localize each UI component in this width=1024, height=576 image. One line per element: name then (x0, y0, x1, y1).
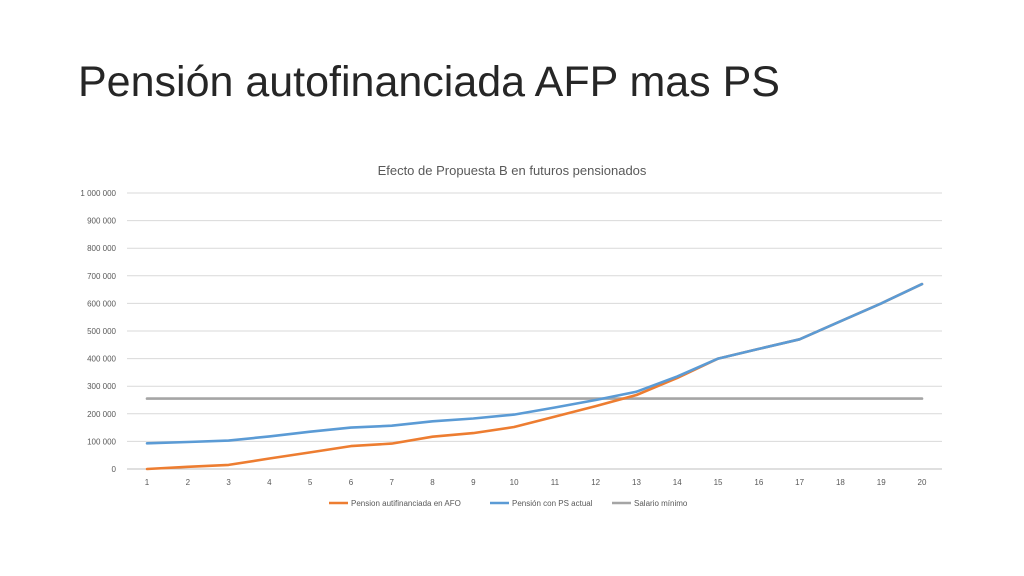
legend-label: Pension autifinanciada en AFO (351, 499, 461, 508)
x-tick-label: 1 (145, 478, 150, 487)
x-tick-label: 2 (186, 478, 191, 487)
chart-title: Efecto de Propuesta B en futuros pension… (378, 163, 647, 178)
x-tick-label: 10 (510, 478, 519, 487)
x-tick-label: 7 (390, 478, 395, 487)
legend: Pension autifinanciada en AFO Pensión con… (329, 499, 688, 508)
x-tick-label: 12 (591, 478, 600, 487)
y-tick-label: 900 000 (87, 217, 116, 226)
x-tick-label: 20 (918, 478, 927, 487)
slide-title: Pensión autofinanciada AFP mas PS (78, 58, 780, 106)
x-axis-ticks: 1 2 3 4 5 6 7 8 9 10 11 12 13 14 15 16 17 18 19 20 (145, 478, 927, 487)
legend-label: Salario mínimo (634, 499, 688, 508)
x-tick-label: 11 (551, 478, 560, 487)
x-tick-label: 14 (673, 478, 682, 487)
x-tick-label: 19 (877, 478, 886, 487)
y-tick-label: 100 000 (87, 437, 116, 446)
x-tick-label: 15 (714, 478, 723, 487)
x-tick-label: 18 (836, 478, 845, 487)
y-tick-label: 0 (112, 465, 117, 474)
y-tick-label: 800 000 (87, 244, 116, 253)
gridlines (127, 192, 942, 470)
legend-label: Pensión con PS actual (512, 499, 593, 508)
x-tick-label: 8 (430, 478, 435, 487)
y-tick-label: 200 000 (87, 410, 116, 419)
x-tick-label: 3 (226, 478, 231, 487)
y-tick-label: 300 000 (87, 382, 116, 391)
x-tick-label: 6 (349, 478, 354, 487)
x-tick-label: 16 (754, 478, 763, 487)
series-line-1 (145, 282, 924, 445)
series-lines (145, 282, 924, 471)
x-tick-label: 5 (308, 478, 313, 487)
y-tick-label: 1 000 000 (80, 189, 116, 198)
x-tick-label: 13 (632, 478, 641, 487)
y-axis-ticks: 0 100 000 200 000 300 000 400 000 500 000 600 … (80, 189, 116, 474)
x-tick-label: 17 (795, 478, 804, 487)
y-tick-label: 500 000 (87, 327, 116, 336)
x-tick-label: 4 (267, 478, 272, 487)
y-tick-label: 700 000 (87, 272, 116, 281)
y-tick-label: 600 000 (87, 299, 116, 308)
x-tick-label: 9 (471, 478, 476, 487)
y-tick-label: 400 000 (87, 355, 116, 364)
